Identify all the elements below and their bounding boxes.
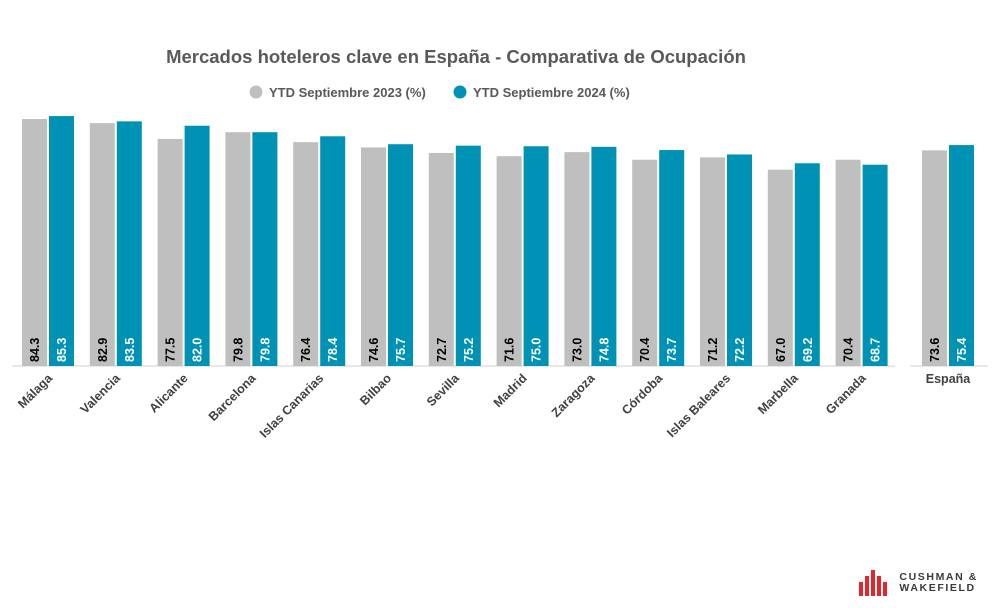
logo-text-line1: CUSHMAN & <box>899 571 978 583</box>
legend-marker-2023 <box>249 85 263 99</box>
category-label-sevilla: Sevilla <box>424 370 463 409</box>
bar-label-valencia-2024: 83.5 <box>123 338 137 362</box>
bar-sevilla-2024 <box>455 145 481 366</box>
bar-label-espana-2024: 75.4 <box>955 338 969 362</box>
category-label-alicante: Alicante <box>146 371 190 415</box>
bar-label-madrid-2023: 71.6 <box>503 338 517 362</box>
bar-islas-baleares-2023 <box>700 157 725 366</box>
category-label-granada: Granada <box>823 370 870 417</box>
category-label-espana: España <box>926 372 972 386</box>
legend-label-2023: YTD Septiembre 2023 (%) <box>269 85 426 100</box>
bar-barcelona-2024 <box>252 132 278 366</box>
bar-label-bilbao-2023: 74.6 <box>367 338 381 362</box>
bar-label-granada-2024: 68.7 <box>869 338 883 362</box>
bar-label-islas-canarias-2024: 78.4 <box>326 338 340 362</box>
category-label-valencia: Valencia <box>78 370 124 416</box>
category-label-marbella: Marbella <box>755 370 802 417</box>
bar-label-marbella-2024: 69.2 <box>801 338 815 362</box>
bar-valencia-2024 <box>116 121 142 366</box>
category-label-madrid: Madrid <box>491 371 530 410</box>
bar-label-islas-baleares-2023: 71.2 <box>706 338 720 362</box>
category-label-zaragoza: Zaragoza <box>549 370 598 419</box>
bar-marbella-2024 <box>794 163 820 366</box>
bar-label-alicante-2024: 82.0 <box>191 338 205 362</box>
chart-title: Mercados hoteleros clave en España - Com… <box>166 46 746 67</box>
bar-label-islas-baleares-2024: 72.2 <box>733 338 747 362</box>
bar-espana-2023 <box>922 150 947 366</box>
logo-mark-icon <box>859 570 888 596</box>
bar-malaga-2023 <box>22 119 47 366</box>
bar-label-malaga-2023: 84.3 <box>28 338 42 362</box>
bar-label-valencia-2023: 82.9 <box>96 338 110 362</box>
bar-label-alicante-2023: 77.5 <box>164 338 178 362</box>
bar-espana-2024 <box>949 145 974 366</box>
bar-granada-2023 <box>835 159 861 366</box>
category-label-barcelona: Barcelona <box>206 370 259 423</box>
bar-granada-2024 <box>862 164 888 366</box>
bar-label-bilbao-2024: 75.7 <box>394 338 408 362</box>
bar-label-marbella-2023: 67.0 <box>774 338 788 362</box>
logo-text-line2: WAKEFIELD <box>899 582 976 594</box>
bar-label-malaga-2024: 85.3 <box>55 338 69 362</box>
bar-label-cordoba-2023: 70.4 <box>638 338 652 362</box>
bar-label-cordoba-2024: 73.7 <box>665 338 679 362</box>
bars-group: 84.3 85.3 Málaga 82.9 83.5 Valencia 77.5 82.0Al… <box>15 116 974 441</box>
bar-islas-canarias-2023 <box>293 142 319 366</box>
bar-zaragoza-2023 <box>564 152 590 366</box>
bar-label-sevilla-2024: 75.2 <box>462 338 476 362</box>
bar-zaragoza-2024 <box>591 146 617 366</box>
bar-sevilla-2023 <box>428 152 454 366</box>
bar-label-barcelona-2024: 79.8 <box>258 338 272 362</box>
bar-label-zaragoza-2023: 73.0 <box>570 338 584 362</box>
bar-barcelona-2023 <box>225 132 251 366</box>
category-label-cordoba: Córdoba <box>619 370 666 417</box>
category-label-bilbao: Bilbao <box>357 371 394 408</box>
bar-cordoba-2023 <box>632 159 658 366</box>
bar-label-barcelona-2023: 79.8 <box>231 338 245 362</box>
legend: YTD Septiembre 2023 (%) YTD Septiembre 2… <box>249 85 630 100</box>
bar-islas-baleares-2024 <box>727 154 752 366</box>
legend-marker-2024 <box>453 85 467 99</box>
bar-alicante-2024 <box>184 125 210 367</box>
bar-label-granada-2023: 70.4 <box>842 338 856 362</box>
bar-madrid-2023 <box>496 156 522 366</box>
category-label-islas-canarias: Islas Canarias <box>257 371 326 440</box>
cushman-wakefield-logo: CUSHMAN & WAKEFIELD <box>859 570 978 596</box>
bar-marbella-2023 <box>767 169 793 366</box>
category-label-islas-baleares: Islas Baleares <box>664 371 733 440</box>
bar-label-islas-canarias-2023: 76.4 <box>299 338 313 362</box>
bar-label-sevilla-2023: 72.7 <box>435 338 449 362</box>
bar-malaga-2024 <box>49 116 74 366</box>
bar-bilbao-2023 <box>361 147 386 366</box>
bar-madrid-2024 <box>523 146 549 366</box>
bar-label-zaragoza-2024: 74.8 <box>597 338 611 362</box>
bar-label-espana-2023: 73.6 <box>928 338 942 362</box>
bar-label-madrid-2024: 75.0 <box>530 338 544 362</box>
bar-valencia-2023 <box>89 123 115 366</box>
bar-cordoba-2024 <box>659 150 685 366</box>
bar-alicante-2023 <box>157 138 183 366</box>
category-label-malaga: Málaga <box>15 370 56 411</box>
legend-label-2024: YTD Septiembre 2024 (%) <box>473 85 630 100</box>
bar-islas-canarias-2024 <box>320 136 346 366</box>
bar-bilbao-2024 <box>388 144 413 366</box>
